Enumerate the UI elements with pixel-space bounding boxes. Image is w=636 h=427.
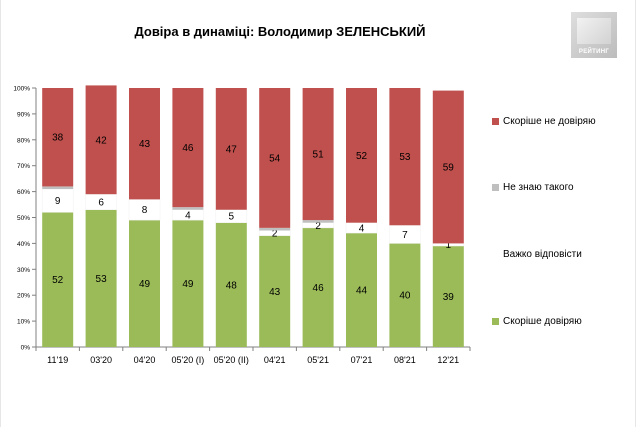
y-tick-label: 30%	[17, 267, 30, 274]
y-tick-label: 20%	[17, 293, 30, 300]
data-label: 2	[315, 221, 321, 232]
legend-swatch	[492, 184, 499, 191]
data-label: 6	[98, 197, 104, 208]
bar-segment	[172, 88, 204, 208]
bar-segment	[172, 207, 204, 210]
data-label: 7	[402, 230, 408, 241]
data-label: 4	[359, 223, 365, 234]
x-tick-label: 05'21	[307, 355, 329, 365]
x-tick-label: 08'21	[394, 355, 416, 365]
data-label: 53	[96, 274, 108, 285]
data-label: 8	[142, 205, 148, 216]
data-label: 52	[52, 275, 64, 286]
bar-segment	[172, 220, 204, 347]
data-label: 38	[52, 133, 64, 144]
data-label: 4	[185, 210, 191, 221]
bar-segment	[432, 90, 464, 244]
data-label: 44	[356, 286, 368, 297]
legend-swatch	[492, 118, 499, 125]
data-label: 43	[139, 139, 151, 150]
data-label: 1	[446, 240, 452, 251]
legend-label: Важко відповісти	[503, 249, 582, 260]
bar-segment	[215, 88, 247, 210]
bar-segment	[42, 212, 74, 347]
data-label: 54	[269, 153, 281, 164]
legend-label: Не знаю такого	[503, 182, 574, 193]
bar-segment	[302, 220, 334, 223]
rating-logo: РЕЙТИНГ	[571, 12, 617, 58]
data-label: 47	[226, 144, 238, 155]
legend-swatch	[492, 318, 499, 325]
data-label: 43	[269, 287, 281, 298]
bar-segment	[129, 88, 160, 200]
bar-segment	[42, 186, 74, 190]
bar-segment	[432, 245, 464, 347]
legend-label: Скоріше довіряю	[503, 316, 582, 327]
bar-segment	[302, 227, 334, 347]
data-label: 46	[182, 143, 194, 154]
bar-segment	[129, 220, 160, 347]
x-tick-label: 05'20 (II)	[214, 355, 249, 365]
y-tick-label: 0%	[21, 345, 31, 352]
bar-segment	[302, 88, 334, 221]
bar-segment	[85, 209, 117, 347]
logo-text: РЕЙТИНГ	[578, 49, 610, 55]
x-tick-label: 04'20	[134, 355, 156, 365]
x-tick-label: 12'21	[437, 355, 459, 365]
data-label: 9	[55, 196, 61, 207]
bar-segment	[259, 235, 291, 347]
y-tick-label: 40%	[17, 241, 30, 248]
bar-segment	[389, 88, 421, 226]
data-label: 53	[399, 152, 411, 163]
y-tick-label: 90%	[17, 111, 30, 118]
bar-segment	[259, 227, 291, 231]
data-label: 49	[139, 279, 151, 290]
legend-item: Скоріше не довіряю	[492, 116, 596, 127]
x-tick-label: 05'20 (I)	[172, 355, 205, 365]
data-label: 46	[313, 283, 325, 294]
bar-segment	[346, 233, 377, 347]
bar-segment	[389, 243, 421, 347]
legend-label: Скоріше не довіряю	[503, 116, 596, 127]
bar-segment	[259, 88, 291, 228]
data-label: 49	[182, 279, 194, 290]
data-label: 40	[399, 291, 411, 302]
bar-segment	[85, 85, 117, 195]
y-tick-label: 10%	[17, 319, 30, 326]
x-tick-label: 07'21	[351, 355, 373, 365]
x-tick-label: 04'21	[264, 355, 286, 365]
data-label: 2	[272, 229, 278, 240]
legend-swatch	[492, 251, 499, 258]
y-tick-label: 100%	[13, 86, 30, 93]
legend-item: Важко відповісти	[492, 249, 582, 260]
data-label: 42	[96, 135, 108, 146]
data-label: 39	[443, 292, 455, 303]
data-label: 59	[443, 162, 455, 173]
x-tick-label: 03'20	[90, 355, 112, 365]
y-tick-label: 60%	[17, 189, 30, 196]
bar-segment	[346, 88, 377, 223]
data-label: 48	[226, 280, 238, 291]
data-label: 5	[229, 212, 235, 223]
legend-item: Скоріше довіряю	[492, 316, 582, 327]
bar-segment	[42, 88, 74, 187]
legend-item: Не знаю такого	[492, 182, 574, 193]
bar-segment	[215, 222, 247, 347]
y-tick-label: 80%	[17, 137, 30, 144]
data-label: 51	[313, 150, 325, 161]
data-label: 52	[356, 151, 368, 162]
chart-title: Довіра в динаміці: Володимир ЗЕЛЕНСЬКИЙ	[134, 24, 426, 39]
y-tick-label: 70%	[17, 163, 30, 170]
x-tick-label: 11'19	[47, 355, 68, 365]
y-tick-label: 50%	[17, 215, 30, 222]
